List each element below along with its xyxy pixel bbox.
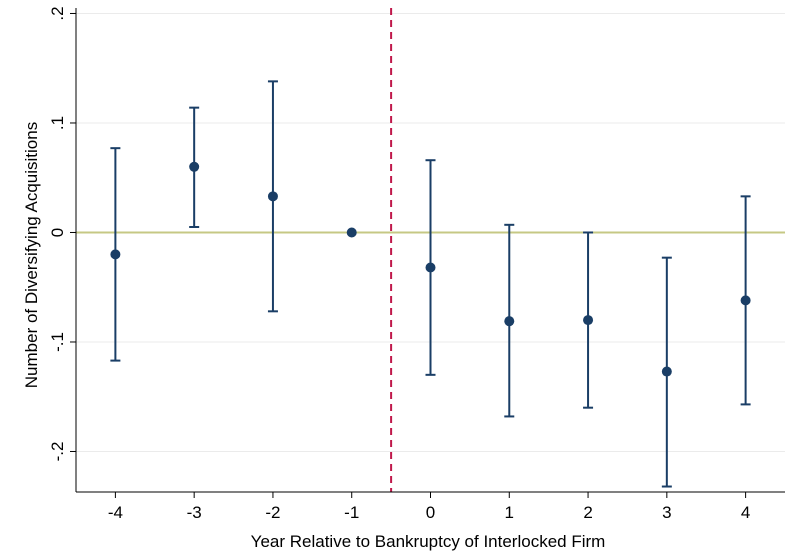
data-point-4 <box>425 262 436 273</box>
data-point-8 <box>740 295 751 306</box>
y-tick-label-1: .1 <box>48 116 67 130</box>
x-tick-label-8: 4 <box>741 503 750 522</box>
y-tick-label-3: -.1 <box>48 332 67 352</box>
tick-labels: .2 .1 0 -.1 -.2 -4 -3 -2 -1 0 1 2 3 4 <box>48 6 750 522</box>
x-tick-label-7: 3 <box>662 503 671 522</box>
data-point-6 <box>583 315 594 326</box>
x-tick-label-0: -4 <box>108 503 123 522</box>
x-tick-label-4: 0 <box>426 503 435 522</box>
y-tick-label-0: .2 <box>48 6 67 20</box>
data-point-5 <box>504 316 515 327</box>
x-axis-title: Year Relative to Bankruptcy of Interlock… <box>251 532 606 551</box>
x-tick-label-5: 1 <box>505 503 514 522</box>
data-point-7 <box>661 366 672 377</box>
x-tick-label-6: 2 <box>583 503 592 522</box>
y-tick-label-4: -.2 <box>48 442 67 462</box>
data-point-1 <box>189 161 200 172</box>
axes <box>70 8 785 498</box>
data-point-2 <box>267 191 278 202</box>
data-point-0 <box>110 249 121 260</box>
x-tick-label-3: -1 <box>344 503 359 522</box>
data-point-3 <box>346 227 357 238</box>
data-marks <box>110 80 751 488</box>
y-axis-title: Number of Diversifying Acquisitions <box>22 122 41 388</box>
x-tick-label-1: -3 <box>187 503 202 522</box>
y-tick-label-2: 0 <box>48 228 67 237</box>
x-tick-label-2: -2 <box>265 503 280 522</box>
